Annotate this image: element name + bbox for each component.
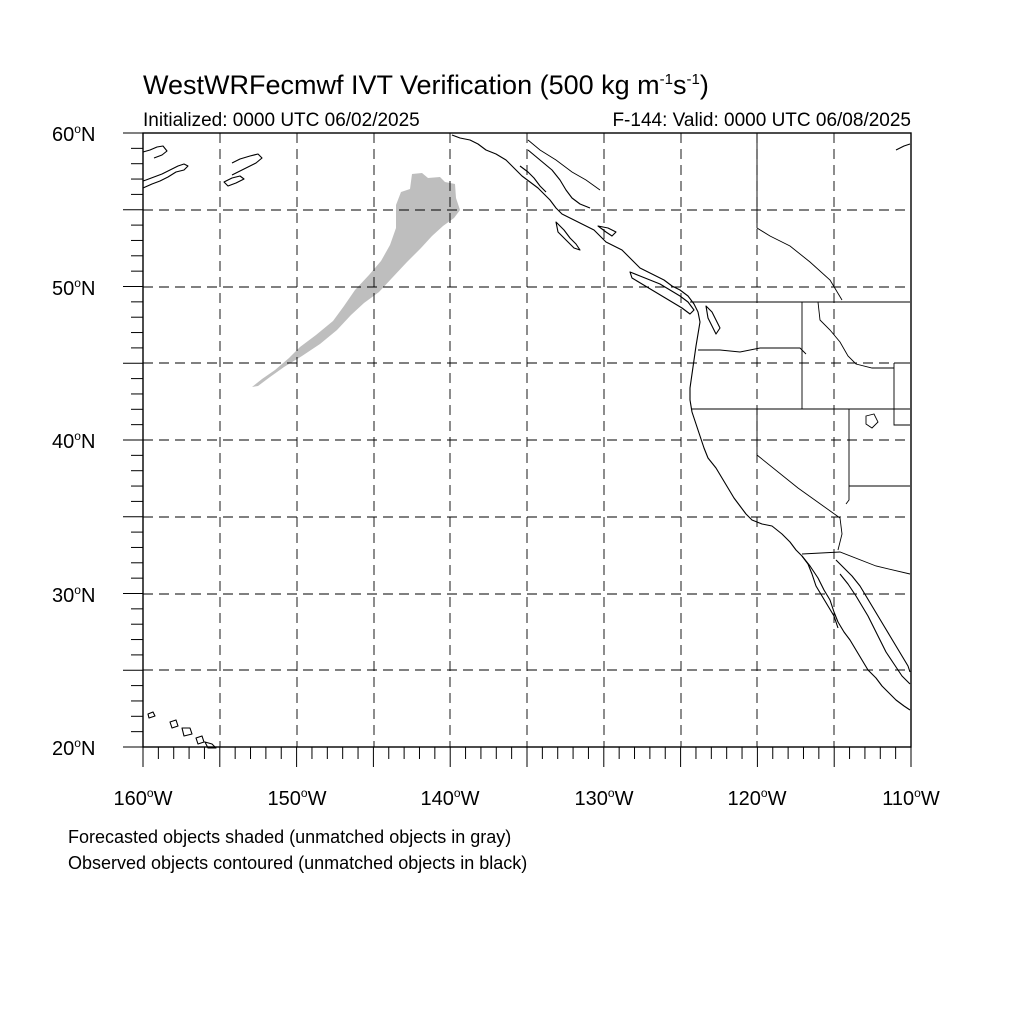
lon-label-110: 110oW [882, 786, 940, 810]
chart-title: WestWRFecmwf IVT Verification (500 kg m-… [143, 70, 709, 100]
lon-label-150: 150oW [267, 786, 327, 810]
lat-label-60: 60oN [52, 122, 96, 146]
lat-label-50: 50oN [52, 276, 96, 300]
political-borders [527, 134, 911, 575]
valid-time-label: F-144: Valid: 0000 UTC 06/08/2025 [612, 110, 911, 131]
legend-forecast-note: Forecasted objects shaded (unmatched obj… [68, 827, 512, 847]
map-grid [142, 132, 912, 748]
lat-label-20: 20oN [52, 736, 96, 760]
lon-label-160: 160oW [113, 786, 173, 810]
lon-label-140: 140oW [420, 786, 480, 810]
lat-label-30: 30oN [52, 583, 96, 607]
axis-ticks [123, 132, 912, 767]
lon-label-120: 120oW [727, 786, 787, 810]
coastlines [142, 134, 911, 749]
lat-label-40: 40oN [52, 429, 96, 453]
init-time-label: Initialized: 0000 UTC 06/02/2025 [143, 110, 420, 131]
legend-observed-note: Observed objects contoured (unmatched ob… [68, 853, 528, 873]
lon-label-130: 130oW [574, 786, 634, 810]
forecast-object-unmatched [252, 173, 460, 387]
